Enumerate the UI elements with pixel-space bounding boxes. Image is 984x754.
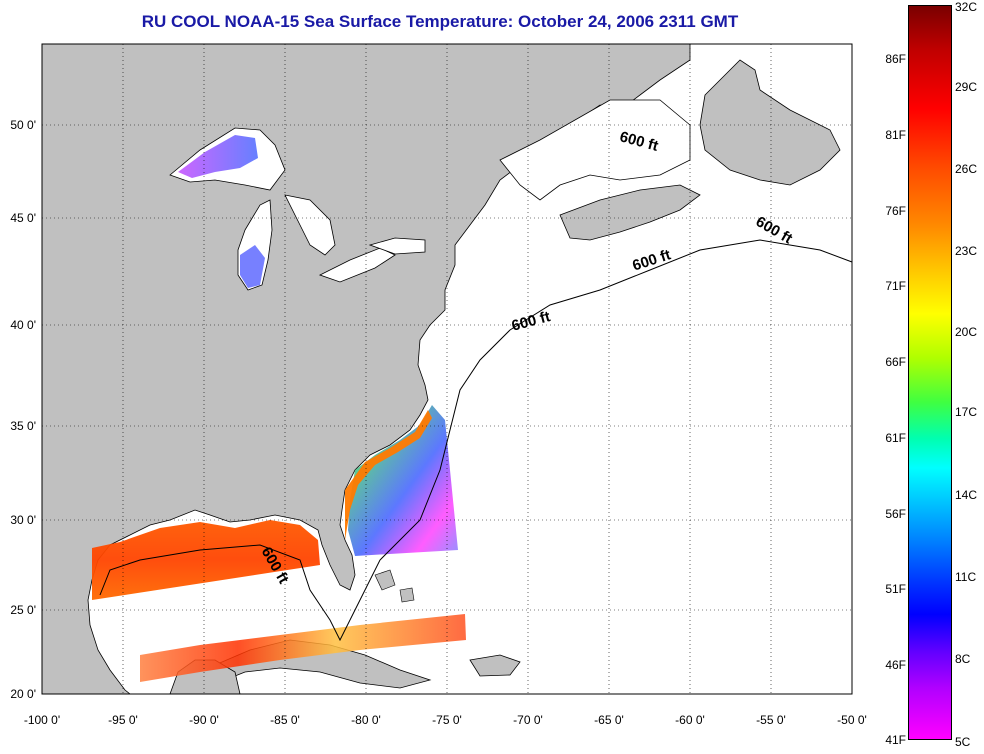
land-newfoundland	[699, 59, 841, 186]
colorbar-f-label: 86F	[885, 52, 906, 66]
lat-label: 50 0'	[10, 118, 36, 132]
lake-ontario	[368, 237, 426, 255]
colorbar-f-label: 51F	[885, 582, 906, 596]
map-title: RU COOL NOAA-15 Sea Surface Temperature:…	[141, 12, 739, 31]
lon-label: -85 0'	[270, 713, 300, 727]
colorbar-f-label: 71F	[885, 279, 906, 293]
colorbar-f-label: 66F	[885, 355, 906, 369]
sst-swaths	[92, 135, 466, 682]
lat-label: 30 0'	[10, 513, 36, 527]
lon-label: -100 0'	[23, 713, 61, 727]
sst-lake-superior	[178, 135, 258, 178]
colorbar-f-label: 56F	[885, 507, 906, 521]
lon-label: -60 0'	[675, 713, 705, 727]
colorbar-c-label: 20C	[955, 325, 978, 339]
colorbar-c-label: 23C	[955, 244, 978, 258]
colorbar-c-label: 32C	[955, 0, 978, 14]
contour-600ft	[99, 239, 853, 642]
lat-label: 35 0'	[10, 419, 36, 433]
lake-erie	[318, 247, 396, 283]
lon-label: -95 0'	[108, 713, 138, 727]
land-maritimes	[559, 184, 701, 241]
lat-label: 40 0'	[10, 318, 36, 332]
lake-huron	[284, 194, 336, 256]
temperature-colorbar	[908, 5, 952, 740]
land-hispaniola	[469, 654, 521, 677]
lon-label: -80 0'	[351, 713, 381, 727]
sst-swath-strip	[140, 614, 466, 682]
colorbar-f-label: 41F	[885, 733, 906, 747]
colorbar-f-label: 76F	[885, 204, 906, 218]
colorbar-c-label: 29C	[955, 80, 978, 94]
lon-label: -70 0'	[513, 713, 543, 727]
colorbar-c-label: 17C	[955, 405, 978, 419]
lat-label: 20 0'	[10, 687, 36, 701]
sst-swath-atlantic	[348, 405, 458, 556]
lon-label: -65 0'	[594, 713, 624, 727]
lat-label: 25 0'	[10, 603, 36, 617]
colorbar-c-label: 14C	[955, 488, 978, 502]
colorbar-c-label: 5C	[955, 735, 971, 749]
colorbar-f-label: 46F	[885, 658, 906, 672]
colorbar-f-label: 81F	[885, 128, 906, 142]
lon-label: -75 0'	[432, 713, 462, 727]
sst-coastal-band	[345, 410, 432, 540]
lon-label: -55 0'	[756, 713, 786, 727]
land-bahamas	[374, 569, 415, 603]
lat-label: 45 0'	[10, 211, 36, 225]
sst-swath-gulf	[92, 520, 320, 600]
colorbar-f-label: 61F	[885, 431, 906, 445]
grid-lines	[42, 44, 852, 694]
lon-label: -50 0'	[837, 713, 867, 727]
colorbar-c-label: 8C	[955, 652, 971, 666]
sst-lake-michigan	[240, 245, 265, 288]
lon-label: -90 0'	[189, 713, 219, 727]
colorbar-c-label: 26C	[955, 162, 978, 176]
colorbar-c-label: 11C	[955, 570, 977, 584]
